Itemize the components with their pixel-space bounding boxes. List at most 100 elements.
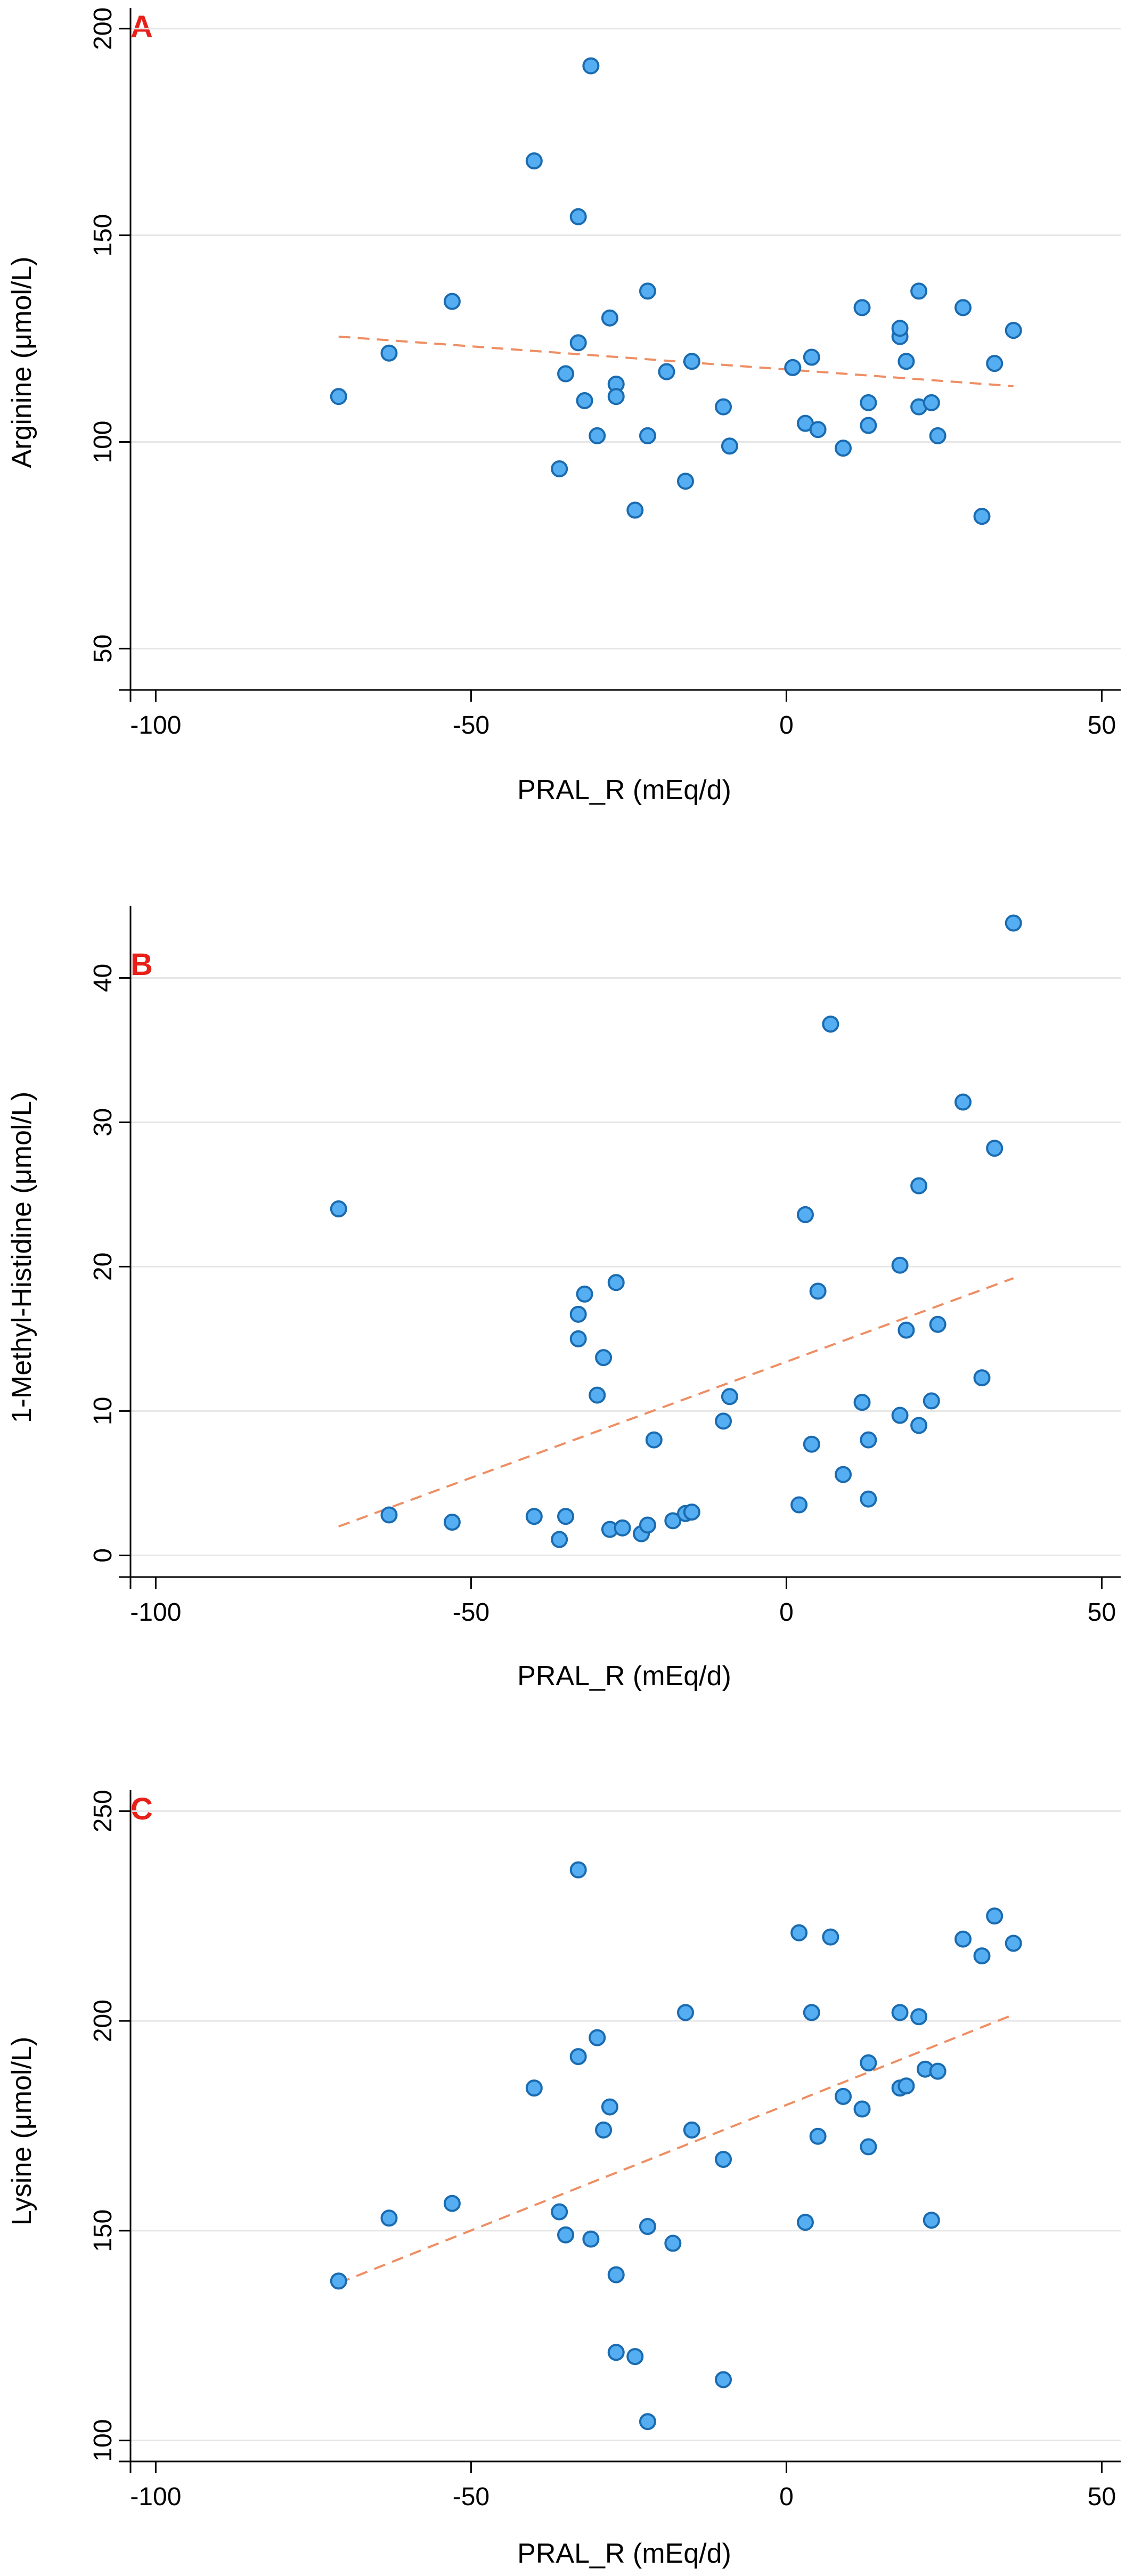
- data-point-b: [569, 1305, 587, 1323]
- data-point-a: [639, 427, 656, 444]
- data-point-c: [525, 2079, 543, 2097]
- data-point-a: [569, 334, 587, 352]
- y-tick-label-b: 0: [89, 1548, 117, 1563]
- panel-label-b: B: [130, 947, 153, 982]
- data-point-a: [551, 460, 568, 477]
- data-point-a: [1005, 322, 1022, 339]
- data-point-a: [607, 388, 625, 405]
- data-point-c: [683, 2121, 700, 2139]
- x-tick-label-b: 50: [1088, 1598, 1116, 1627]
- x-tick-label-c: 0: [779, 2483, 794, 2511]
- y-tick-label-a: 150: [89, 214, 117, 257]
- data-point-a: [891, 320, 909, 337]
- data-point-c: [601, 2098, 618, 2116]
- trendline-c: [338, 2013, 1014, 2285]
- data-point-c: [607, 2266, 625, 2284]
- x-tick-label-a: 0: [779, 711, 794, 740]
- data-point-c: [569, 1861, 587, 1879]
- x-tick-label-a: -100: [130, 711, 181, 740]
- x-axis-title-b: PRAL_R (mEq/d): [517, 1661, 731, 1692]
- y-tick-label-b: 10: [89, 1397, 117, 1425]
- data-point-a: [898, 353, 915, 370]
- data-point-c: [582, 2230, 600, 2248]
- data-point-a: [626, 501, 644, 519]
- data-point-b: [551, 1531, 568, 1548]
- data-point-c: [1005, 1935, 1022, 1952]
- data-point-b: [809, 1282, 827, 1300]
- data-point-a: [589, 427, 606, 444]
- data-point-b: [803, 1435, 820, 1453]
- data-point-b: [380, 1506, 398, 1524]
- data-point-b: [986, 1140, 1004, 1157]
- data-point-a: [803, 348, 820, 366]
- data-point-a: [860, 417, 877, 434]
- y-axis-title-c: Lysine (μmol/L): [6, 2037, 37, 2226]
- data-point-a: [923, 394, 940, 411]
- data-point-a: [380, 344, 398, 362]
- data-point-a: [986, 355, 1004, 372]
- y-axis-title-b: 1-Methyl-Histidine (μmol/L): [6, 1092, 37, 1423]
- data-point-c: [835, 2087, 852, 2105]
- data-point-c: [986, 1907, 1004, 1925]
- data-point-a: [676, 473, 694, 490]
- data-point-a: [715, 398, 732, 416]
- data-point-b: [525, 1508, 543, 1525]
- data-point-c: [929, 2062, 947, 2080]
- data-point-c: [822, 1928, 839, 1946]
- data-point-a: [809, 421, 827, 438]
- data-point-a: [784, 359, 802, 376]
- data-point-c: [330, 2272, 347, 2290]
- data-point-a: [525, 152, 543, 170]
- x-tick-label-c: -100: [130, 2483, 181, 2511]
- data-point-a: [639, 282, 656, 300]
- data-point-c: [569, 2048, 587, 2066]
- data-point-b: [721, 1388, 738, 1405]
- data-point-c: [595, 2121, 613, 2139]
- x-tick-label-c: -50: [453, 2483, 490, 2511]
- x-tick-label-c: 50: [1088, 2483, 1116, 2511]
- data-point-b: [715, 1412, 732, 1430]
- data-point-b: [796, 1206, 814, 1223]
- data-point-c: [551, 2203, 568, 2221]
- data-point-c: [380, 2209, 398, 2227]
- data-point-c: [853, 2100, 871, 2118]
- data-point-b: [860, 1490, 877, 1508]
- data-point-c: [715, 2371, 732, 2388]
- x-tick-label-b: -100: [130, 1598, 181, 1627]
- x-tick-label-b: -50: [453, 1598, 490, 1627]
- data-point-b: [330, 1200, 347, 1218]
- panel-label-a: A: [130, 10, 153, 44]
- data-point-b: [589, 1386, 606, 1404]
- y-axis-title-a: Arginine (μmol/L): [6, 257, 37, 468]
- data-point-c: [891, 2004, 909, 2021]
- data-point-a: [582, 57, 600, 75]
- data-point-c: [796, 2214, 814, 2231]
- y-tick-label-c: 100: [89, 2419, 117, 2462]
- trendline-b: [338, 1277, 1014, 1528]
- data-point-c: [676, 2004, 694, 2021]
- data-point-b: [683, 1504, 700, 1521]
- y-tick-label-b: 30: [89, 1108, 117, 1136]
- data-point-c: [973, 1947, 991, 1965]
- y-tick-label-a: 200: [89, 7, 117, 50]
- data-point-c: [715, 2151, 732, 2168]
- x-tick-label-a: 50: [1088, 711, 1116, 740]
- data-point-c: [803, 2004, 820, 2021]
- data-point-b: [954, 1093, 972, 1111]
- x-tick-label-b: 0: [779, 1598, 794, 1627]
- data-point-a: [973, 508, 991, 525]
- panel-b: B PRAL_R (mEq/d) 1-Methyl-Histidine (μmo…: [6, 906, 1121, 1692]
- data-point-c: [639, 2218, 656, 2235]
- data-point-a: [929, 427, 947, 444]
- data-point-b: [645, 1431, 663, 1449]
- data-point-a: [443, 292, 461, 310]
- data-point-b: [853, 1394, 871, 1411]
- data-point-a: [330, 388, 347, 405]
- data-point-a: [835, 440, 852, 457]
- y-tick-label-a: 50: [89, 635, 117, 663]
- data-point-c: [639, 2413, 656, 2431]
- data-point-b: [614, 1519, 631, 1537]
- data-point-c: [954, 1930, 972, 1948]
- data-point-b: [569, 1330, 587, 1347]
- data-point-b: [860, 1431, 877, 1449]
